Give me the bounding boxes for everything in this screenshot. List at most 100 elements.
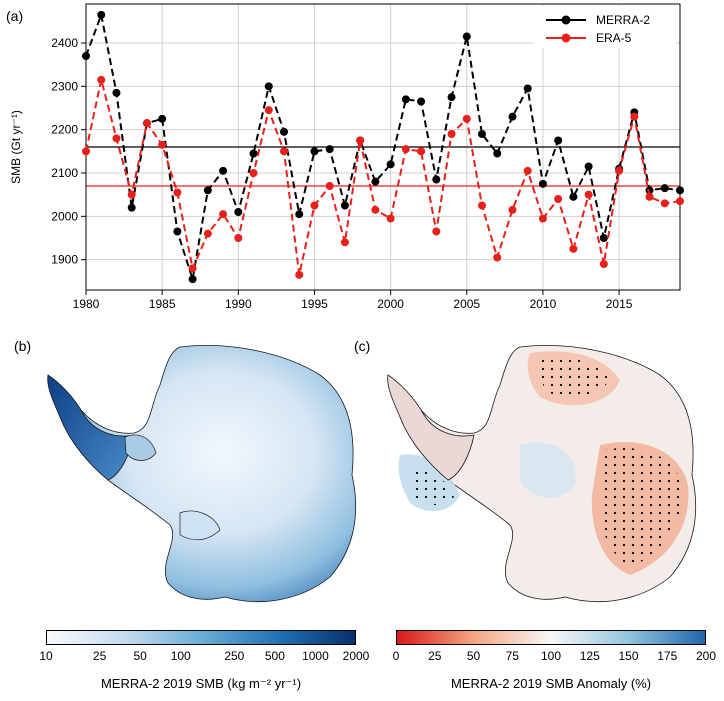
- data-point-era-5: [615, 166, 624, 175]
- data-point-merra-2: [417, 97, 426, 106]
- y-tick-label: 2000: [51, 209, 78, 223]
- data-point-era-5: [158, 140, 167, 149]
- panel-label-c: (c): [354, 338, 371, 354]
- colorbar-smb-ticks: 10 25 50 100 250 500 1000 2000: [39, 645, 369, 663]
- data-point-era-5: [173, 188, 182, 197]
- data-point-era-5: [97, 75, 106, 84]
- smb-line-chart: 1980 1985 1990 1995 2000 2005 2010 2015 1900 2000…: [9, 3, 684, 311]
- data-point-merra-2: [249, 149, 258, 158]
- data-point-merra-2: [97, 10, 106, 19]
- colorbar-anomaly: 0 25 50 75 100 125 150 175 200: [393, 630, 716, 663]
- legend-label-merra-2: MERRA-2: [596, 13, 650, 27]
- data-point-era-5: [356, 136, 365, 145]
- data-point-merra-2: [295, 210, 304, 219]
- data-point-era-5: [234, 234, 243, 242]
- data-point-era-5: [295, 270, 304, 279]
- y-tick-label: 2100: [51, 166, 78, 180]
- data-point-merra-2: [82, 52, 90, 60]
- antarctica-shape: [59, 345, 357, 602]
- smb-anomaly-map: [387, 345, 697, 602]
- data-point-era-5: [127, 190, 136, 199]
- significance-stipple-west: [410, 469, 454, 506]
- ross-ice-shelf-coast: [179, 510, 221, 541]
- y-tick-label: 2200: [51, 123, 78, 137]
- antarctic-peninsula: [47, 374, 135, 481]
- colorbar-anomaly-ticks: 0 25 50 75 100 125 150 175 200: [393, 645, 716, 663]
- colorbar-tick-label: 50: [133, 649, 147, 663]
- x-tick-label: 2005: [453, 297, 480, 311]
- data-point-era-5: [142, 119, 151, 128]
- data-point-era-5: [645, 192, 654, 201]
- data-point-merra-2: [493, 149, 502, 158]
- data-point-merra-2: [478, 130, 486, 138]
- data-point-era-5: [447, 130, 456, 138]
- series-line-era-5: [85, 79, 681, 276]
- data-point-merra-2: [554, 136, 563, 145]
- data-point-era-5: [462, 114, 471, 123]
- data-point-merra-2: [660, 184, 669, 193]
- data-point-merra-2: [112, 88, 121, 97]
- series-line-merra-2: [85, 11, 681, 280]
- data-point-merra-2: [340, 201, 349, 210]
- x-tick-label: 2010: [530, 297, 557, 311]
- colorbar-anomaly-label: MERRA-2 2019 SMB Anomaly (%): [450, 676, 652, 691]
- colorbar-smb-label: MERRA-2 2019 SMB (kg m⁻² yr⁻¹): [100, 676, 302, 691]
- significance-stipple-east: [599, 448, 683, 567]
- x-tick-label: 2000: [377, 297, 404, 311]
- data-point-merra-2: [447, 93, 456, 102]
- data-point-era-5: [554, 195, 563, 203]
- colorbar-tick-label: 1000: [302, 649, 329, 663]
- legend-box: [534, 6, 676, 48]
- colorbar-tick-label: 10: [39, 649, 53, 663]
- data-point-merra-2: [523, 84, 532, 93]
- colorbar-smb-gradient: [46, 630, 356, 645]
- legend-label-era-5: ERA-5: [596, 31, 632, 45]
- colorbar-tick-label: 100: [540, 649, 562, 663]
- panel-label-b: (b): [14, 338, 32, 354]
- data-point-merra-2: [508, 112, 517, 121]
- data-point-merra-2: [538, 179, 547, 188]
- data-point-era-5: [478, 201, 486, 210]
- y-tick-label: 2300: [51, 79, 78, 93]
- negative-anomaly-interior: [520, 442, 576, 498]
- data-point-era-5: [584, 190, 593, 199]
- data-point-era-5: [660, 199, 669, 208]
- data-point-era-5: [676, 197, 684, 206]
- data-point-merra-2: [645, 186, 654, 195]
- data-point-era-5: [82, 147, 90, 156]
- data-point-merra-2: [203, 186, 212, 195]
- data-point-merra-2: [569, 192, 578, 201]
- ronne-ice-shelf-coast: [124, 434, 157, 461]
- data-point-era-5: [325, 182, 334, 190]
- data-point-era-5: [508, 205, 517, 214]
- data-point-era-5: [340, 238, 349, 247]
- data-point-merra-2: [432, 175, 441, 184]
- colorbar-tick-label: 100: [170, 649, 191, 663]
- data-point-merra-2: [158, 114, 167, 123]
- data-point-era-5: [249, 169, 258, 177]
- data-point-merra-2: [676, 186, 684, 195]
- smb-map: [47, 345, 357, 602]
- colorbar-tick-label: 500: [264, 649, 285, 663]
- data-point-merra-2: [310, 147, 319, 156]
- panel-label-a: (a): [6, 8, 24, 24]
- data-point-merra-2: [462, 32, 471, 41]
- colorbar-smb: 10 25 50 100 250 500 1000 2000: [39, 630, 369, 663]
- data-point-era-5: [538, 214, 547, 223]
- colorbar-anomaly-gradient: [396, 630, 706, 645]
- data-point-merra-2: [280, 127, 288, 136]
- data-point-era-5: [630, 112, 639, 121]
- data-point-era-5: [401, 145, 410, 154]
- colorbar-tick-label: 125: [579, 649, 600, 663]
- data-point-era-5: [188, 264, 197, 273]
- data-point-merra-2: [264, 82, 273, 91]
- colorbar-tick-label: 50: [466, 649, 481, 663]
- colorbar-tick-label: 150: [618, 649, 639, 663]
- legend-marker-era-5: [561, 33, 571, 43]
- data-point-merra-2: [371, 177, 380, 186]
- data-point-era-5: [493, 253, 502, 262]
- data-point-merra-2: [234, 208, 243, 216]
- data-point-merra-2: [325, 145, 334, 154]
- colorbar-tick-label: 250: [224, 649, 245, 663]
- x-tick-label: 1985: [149, 297, 176, 311]
